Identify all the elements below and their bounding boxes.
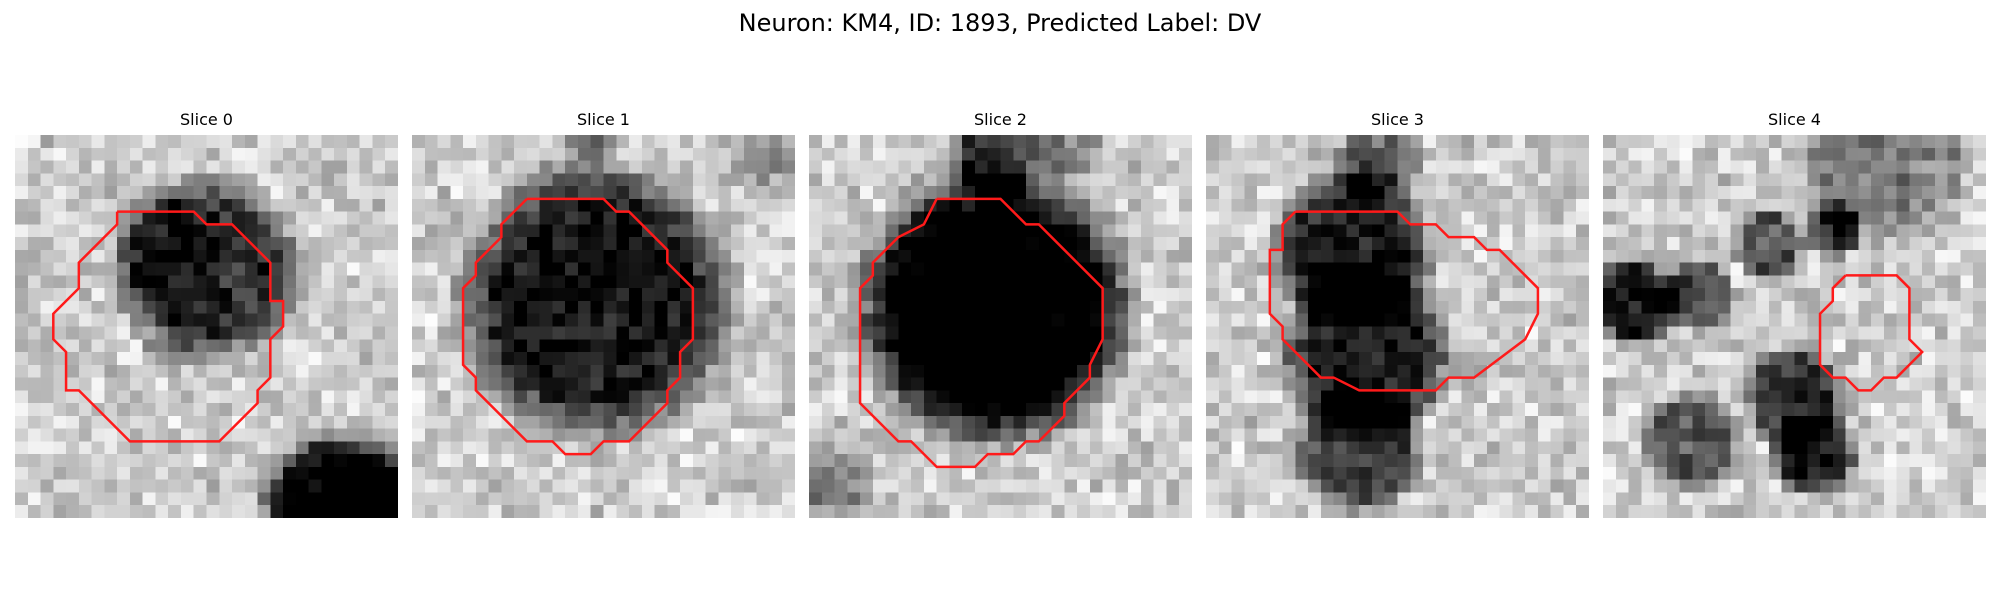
slice-image	[1603, 135, 1986, 518]
slice-title: Slice 4	[1768, 110, 1821, 129]
slice-pixels	[15, 135, 398, 518]
roi-contour	[53, 212, 283, 442]
slice-panel-4: Slice 4	[1603, 110, 1986, 518]
slice-title: Slice 1	[577, 110, 630, 129]
slice-overlay	[1206, 135, 1589, 518]
roi-contour	[1270, 212, 1538, 391]
slice-overlay	[1603, 135, 1986, 518]
roi-contour	[463, 199, 693, 454]
slice-title: Slice 2	[974, 110, 1027, 129]
roi-contour	[860, 199, 1103, 467]
slice-panel-1: Slice 1	[412, 110, 795, 518]
slice-panel-2: Slice 2	[809, 110, 1192, 518]
slice-pixels	[1603, 135, 1986, 518]
slice-panel-0: Slice 0	[15, 110, 398, 518]
figure-title: Neuron: KM4, ID: 1893, Predicted Label: …	[738, 9, 1262, 37]
slice-title: Slice 0	[180, 110, 233, 129]
slice-image	[412, 135, 795, 518]
slice-image	[809, 135, 1192, 518]
slice-image	[15, 135, 398, 518]
slice-overlay	[809, 135, 1192, 518]
slice-overlay	[15, 135, 398, 518]
slice-title: Slice 3	[1371, 110, 1424, 129]
slice-image	[1206, 135, 1589, 518]
slice-panel-3: Slice 3	[1206, 110, 1589, 518]
slice-pixels	[1206, 135, 1589, 518]
roi-contour	[1820, 275, 1922, 390]
slice-overlay	[412, 135, 795, 518]
